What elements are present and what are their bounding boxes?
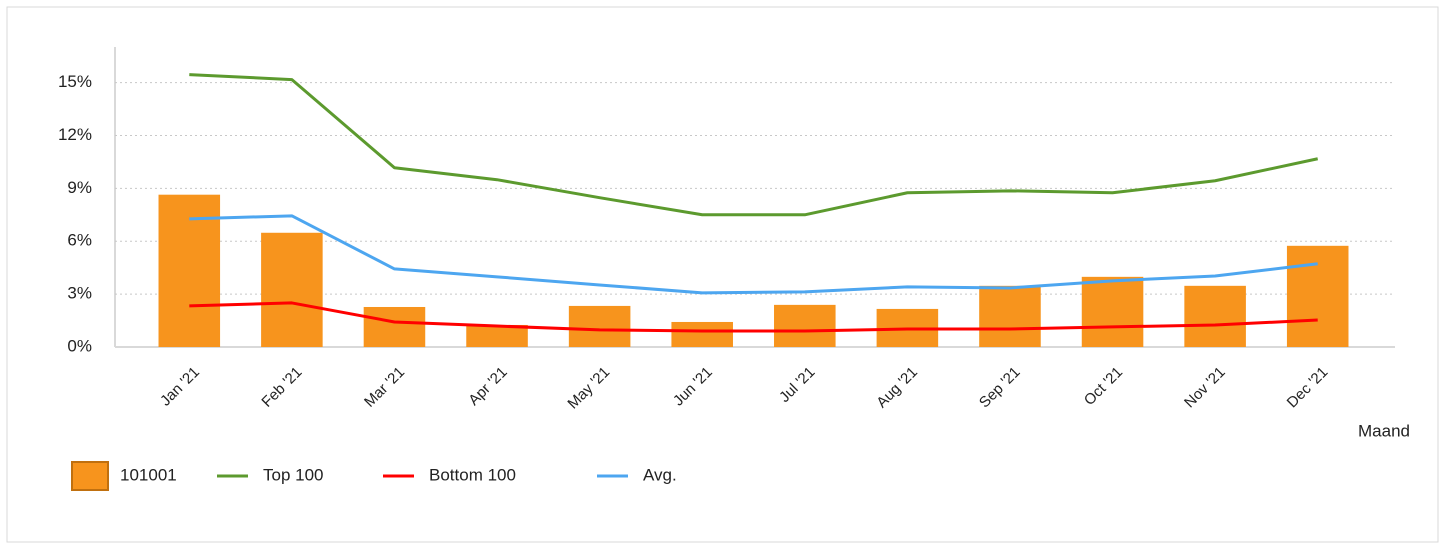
- y-tick-label: 0%: [67, 336, 92, 355]
- frame: [6, 6, 1439, 543]
- bar: [1184, 285, 1246, 347]
- bar: [363, 306, 426, 347]
- bar: [774, 304, 836, 347]
- bar: [568, 305, 631, 347]
- y-tick-label: 6%: [67, 231, 92, 250]
- legend-label: Avg.: [643, 465, 677, 484]
- bar: [261, 232, 323, 347]
- x-axis-label: Maand: [1358, 421, 1410, 440]
- line: [189, 73, 1319, 217]
- legend-label: Top 100: [263, 465, 324, 484]
- bar: [1081, 276, 1144, 347]
- line: [189, 301, 1318, 333]
- y-tick-label: 15%: [58, 72, 92, 91]
- bar: [671, 321, 733, 347]
- legend-swatch: [71, 461, 109, 491]
- line: [189, 214, 1318, 295]
- legend-label: Bottom 100: [429, 465, 516, 484]
- bar: [979, 285, 1041, 347]
- y-tick-label: 9%: [67, 178, 92, 197]
- bar: [466, 324, 528, 347]
- legend-label: 101001: [120, 465, 177, 484]
- y-tick-label: 3%: [67, 284, 92, 303]
- bar: [158, 194, 221, 347]
- y-tick-label: 12%: [58, 125, 92, 144]
- bar: [1286, 245, 1349, 347]
